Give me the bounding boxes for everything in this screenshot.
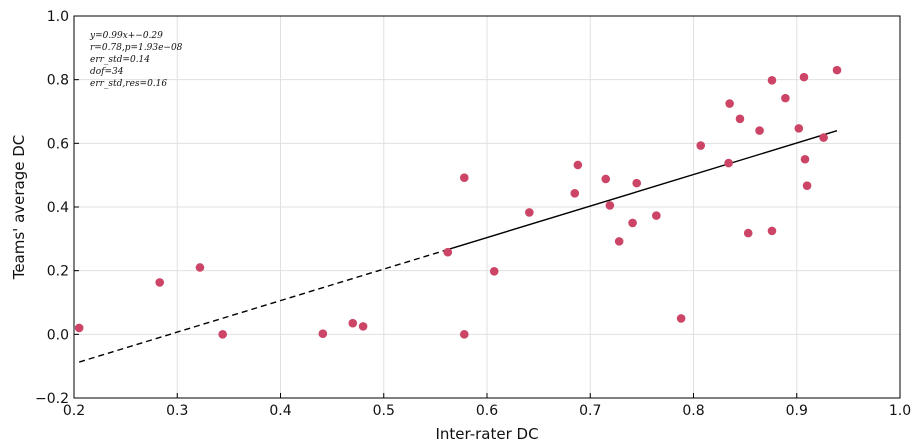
data-point	[348, 318, 358, 328]
data-point	[218, 330, 227, 339]
data-point	[724, 158, 733, 168]
data-point	[195, 263, 205, 272]
fit-line-solid	[445, 130, 838, 251]
data-point	[735, 114, 745, 124]
x-tick-label: 0.9	[786, 403, 808, 419]
x-axis-label: Inter-rater DC	[435, 425, 538, 443]
data-point	[799, 72, 809, 82]
x-tick-label: 0.8	[682, 403, 704, 419]
data-point	[781, 93, 790, 103]
data-point	[605, 201, 615, 210]
y-tick-label: −0.2	[35, 391, 69, 407]
data-point	[573, 160, 583, 170]
data-point	[767, 76, 777, 85]
data-point	[614, 237, 624, 246]
data-point	[570, 189, 580, 198]
y-tick-label: 0.0	[47, 327, 69, 343]
grid	[73, 15, 901, 399]
data-point	[767, 226, 777, 236]
data-point	[743, 228, 753, 238]
y-tick-label: 0.6	[47, 136, 69, 152]
data-point	[525, 208, 534, 217]
x-tick-label: 0.6	[476, 403, 498, 419]
data-point	[725, 99, 734, 108]
data-point	[459, 173, 469, 183]
x-tick-label: 0.5	[373, 403, 395, 419]
y-tick-label: 0.2	[47, 264, 69, 280]
data-point	[601, 174, 611, 184]
fit-line-dashed	[78, 249, 446, 363]
data-point	[358, 322, 368, 331]
stats-line: r=0.78,p=1.93e−08	[90, 43, 183, 53]
regression-stats: y=0.99x+−0.29 r=0.78,p=1.93e−08 err_std=0.…	[89, 31, 183, 89]
data-point	[802, 181, 812, 190]
data-point	[632, 178, 642, 188]
data-point	[652, 211, 661, 220]
data-point	[489, 267, 499, 276]
data-point	[628, 218, 637, 228]
data-point	[155, 278, 164, 287]
y-tick-label: 1.0	[47, 9, 69, 25]
y-tick-label: 0.4	[47, 200, 69, 216]
y-tick-label: 0.8	[47, 73, 69, 89]
data-point	[832, 65, 842, 75]
data-point	[794, 124, 804, 133]
stats-line: dof=34	[90, 67, 124, 77]
data-point	[676, 314, 686, 323]
x-tick-label: 1.0	[889, 403, 911, 419]
x-tick-label: 0.2	[63, 403, 85, 419]
data-point	[443, 247, 453, 257]
regression-line	[78, 130, 838, 363]
axis-ticks: 0.2 0.3 0.4 0.5 0.6 0.7 0.8 0.9 1.0 −0.2 0.0 0.2 0.4…	[35, 9, 911, 419]
data-point	[755, 126, 764, 135]
data-point	[459, 330, 469, 339]
stats-line: y=0.99x+−0.29	[89, 31, 163, 41]
data-point	[696, 141, 706, 150]
stats-line: err_std,res=0.16	[90, 79, 167, 89]
data-point	[74, 323, 84, 333]
stats-line: err_std=0.14	[90, 55, 150, 65]
data-point	[800, 154, 810, 164]
x-tick-label: 0.7	[579, 403, 601, 419]
x-tick-label: 0.4	[269, 403, 291, 419]
x-tick-label: 0.3	[166, 403, 188, 419]
data-point	[819, 133, 828, 142]
data-points	[74, 65, 842, 339]
y-axis-label: Teams' average DC	[10, 135, 28, 281]
data-point	[318, 329, 328, 338]
